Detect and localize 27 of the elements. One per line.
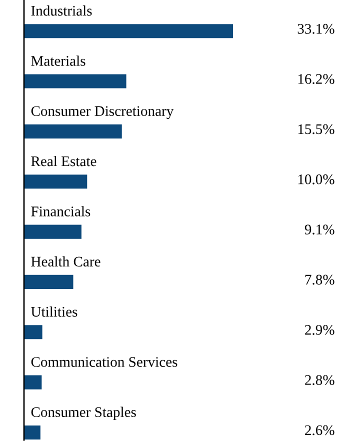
y-tick-label: Utilities xyxy=(31,306,78,317)
data-label: 15.5% xyxy=(298,124,334,134)
y-tick-label: Materials xyxy=(31,56,86,66)
bar xyxy=(24,74,126,88)
y-tick-label: Industrials xyxy=(31,5,92,16)
data-label: 9.1% xyxy=(304,224,334,234)
y-tick-label: Consumer Discretionary xyxy=(31,106,174,119)
bar xyxy=(24,325,42,340)
data-label: 16.2% xyxy=(298,74,334,84)
data-label: 2.9% xyxy=(305,324,334,335)
bar xyxy=(24,174,88,189)
bar xyxy=(24,224,82,239)
y-tick-label: Health Care xyxy=(31,256,100,267)
bar xyxy=(24,24,233,38)
bar xyxy=(24,124,122,138)
bar xyxy=(24,425,40,440)
y-tick-label: Financials xyxy=(31,206,90,216)
y-tick-label: Real Estate xyxy=(31,156,96,166)
y-tick-label: Consumer Staples xyxy=(31,406,136,420)
bar xyxy=(24,274,74,289)
data-label: 10.0% xyxy=(298,174,334,184)
data-label: 2.6% xyxy=(305,425,334,436)
data-label: 7.8% xyxy=(305,274,334,285)
data-label: 2.8% xyxy=(305,375,334,386)
bar xyxy=(24,375,42,390)
data-label: 33.1% xyxy=(298,24,334,34)
y-tick-label: Communication Services xyxy=(31,357,178,367)
